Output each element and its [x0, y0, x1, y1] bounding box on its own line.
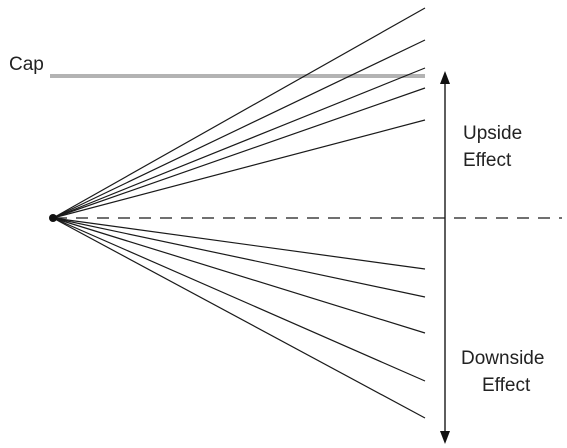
- upside-ray: [52, 87, 426, 219]
- upside-effect-label: Upside: [463, 123, 522, 144]
- downside-ray: [52, 217, 426, 334]
- upside-ray: [52, 39, 426, 219]
- downside-rays: [52, 217, 426, 419]
- upside-ray: [52, 67, 426, 219]
- origin-point: [49, 214, 57, 222]
- cap-label: Cap: [9, 54, 44, 75]
- arrow-head-up: [440, 71, 450, 84]
- arrow-head-down: [440, 431, 450, 444]
- upside-ray: [52, 119, 426, 219]
- downside-ray: [52, 217, 426, 419]
- upside-ray: [52, 7, 426, 219]
- effect-range-arrow: [440, 71, 450, 444]
- downside-ray: [52, 217, 426, 270]
- downside-ray: [52, 217, 426, 382]
- upside-effect-label-line2: Effect: [463, 150, 512, 171]
- upside-rays: [52, 7, 426, 219]
- downside-effect-label-line2: Effect: [482, 375, 531, 396]
- downside-effect-label: Downside: [461, 348, 544, 369]
- downside-ray: [52, 217, 426, 298]
